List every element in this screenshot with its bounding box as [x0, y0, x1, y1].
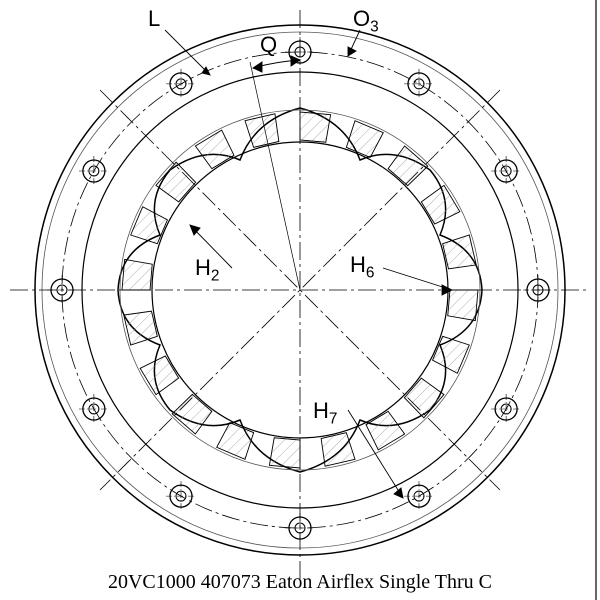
label-L: L	[148, 6, 160, 32]
diagram-canvas: L Q O3 H2 H6 H7 20VC1000 407073 Eaton Ai…	[0, 0, 600, 600]
label-Q: Q	[260, 32, 277, 58]
label-H7: H7	[313, 398, 337, 428]
label-O3: O3	[353, 6, 379, 36]
label-H6: H6	[350, 252, 374, 282]
centerlines	[10, 10, 590, 580]
caption: 20VC1000 407073 Eaton Airflex Single Thr…	[0, 571, 600, 594]
flange-drawing	[0, 0, 600, 600]
label-H2: H2	[195, 255, 219, 285]
